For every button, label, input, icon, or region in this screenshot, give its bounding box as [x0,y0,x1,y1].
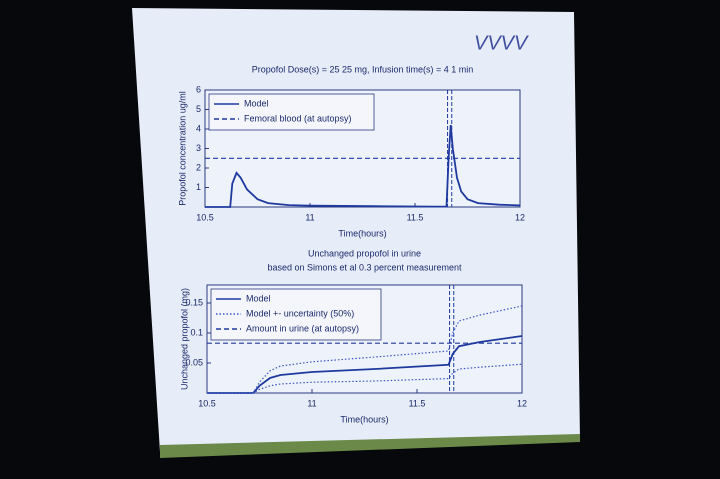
y-tick-label: 0.1 [190,327,203,337]
y-tick-label: 0.15 [185,297,203,307]
x-tick-label: 10.5 [196,212,214,222]
y-tick-label: 5 [196,104,201,114]
legend-label: Model [244,98,269,108]
y-tick-label: 1 [196,182,201,192]
x-tick-label: 11 [305,212,314,222]
y-axis-label: Unchanged propofol (mg) [179,288,189,390]
x-tick-label: 11.5 [409,398,426,408]
y-tick-label: 2 [196,162,201,172]
y-tick-label: 6 [196,84,201,94]
x-tick-label: 11 [307,398,316,408]
x-tick-label: 12 [517,398,527,408]
x-tick-label: 10.5 [198,398,216,408]
x-axis-label: Time(hours) [340,414,388,424]
legend-box [210,288,382,341]
chart-subtitle: based on Simons et al 0.3 percent measur… [267,262,462,272]
x-axis-label: Time(hours) [338,228,386,238]
legend-label: Model +- uncertainty (50%) [246,308,354,318]
handwritten-note: VVVV [474,32,529,54]
x-tick-label: 12 [515,212,525,222]
upper-band-line [207,305,523,394]
legend-label: Amount in urine (at autopsy) [246,323,359,333]
series-line [207,335,523,394]
x-tick-label: 11.5 [407,212,424,222]
y-axis-label: Propofol concentration ug/ml [177,91,187,206]
y-tick-label: 0.05 [185,357,203,367]
series-line [205,125,521,208]
y-tick-label: 4 [196,123,201,133]
legend-box [208,93,375,131]
y-tick-label: 3 [196,143,201,153]
slide-bottom-edge [160,434,580,458]
chart-title: Unchanged propofol in urine [308,248,421,258]
legend-label: Femoral blood (at autopsy) [244,113,352,123]
chart-title: Propofol Dose(s) = 25 25 mg, Infusion ti… [252,64,474,74]
legend-label: Model [246,293,271,303]
